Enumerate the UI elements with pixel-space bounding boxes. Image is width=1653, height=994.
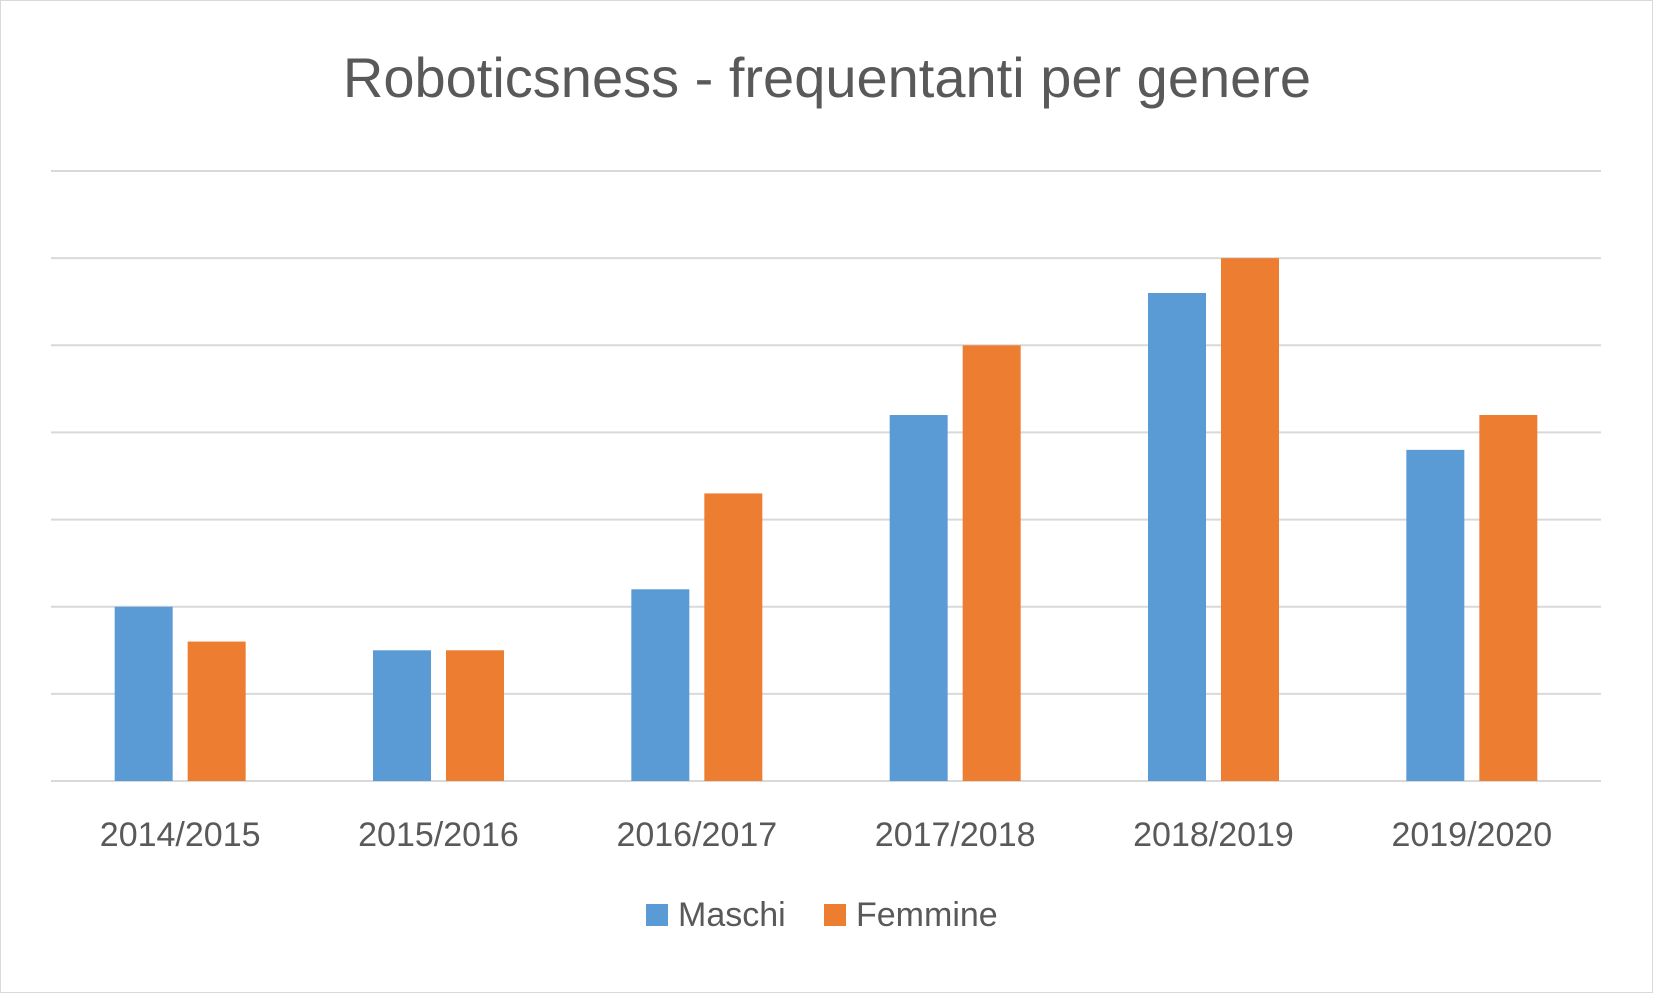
bar-maschi-2 bbox=[631, 589, 690, 781]
x-tick-label: 2018/2019 bbox=[1133, 816, 1294, 854]
x-axis-tick-labels: 2014/2015 2015/2016 2016/2017 2017/2018 2018… bbox=[100, 816, 1552, 854]
bar-maschi-5 bbox=[1406, 449, 1465, 781]
bar-maschi-1 bbox=[373, 650, 431, 781]
legend: Maschi Femmine bbox=[646, 896, 998, 934]
bar-femmine-4 bbox=[1221, 258, 1279, 782]
bar-maschi-4 bbox=[1148, 293, 1206, 781]
x-tick-label: 2014/2015 bbox=[100, 816, 261, 854]
chart-title: Roboticsness - frequentanti per genere bbox=[343, 46, 1311, 109]
legend-label-femmine: Femmine bbox=[856, 896, 998, 934]
bar-maschi-3 bbox=[889, 415, 948, 781]
gridlines bbox=[51, 170, 1601, 782]
x-tick-label: 2015/2016 bbox=[358, 816, 519, 854]
bar-femmine-1 bbox=[446, 650, 504, 781]
x-tick-label: 2019/2020 bbox=[1391, 816, 1552, 854]
bar-femmine-2 bbox=[704, 493, 763, 781]
bar-femmine-5 bbox=[1479, 415, 1538, 781]
bars bbox=[114, 258, 1538, 782]
legend-swatch-maschi bbox=[646, 904, 668, 926]
x-tick-label: 2017/2018 bbox=[875, 816, 1036, 854]
bar-femmine-3 bbox=[962, 345, 1021, 781]
x-tick-label: 2016/2017 bbox=[616, 816, 777, 854]
legend-swatch-femmine bbox=[824, 904, 846, 926]
bar-maschi-0 bbox=[114, 606, 173, 781]
bar-femmine-0 bbox=[187, 641, 246, 781]
legend-label-maschi: Maschi bbox=[678, 896, 786, 934]
